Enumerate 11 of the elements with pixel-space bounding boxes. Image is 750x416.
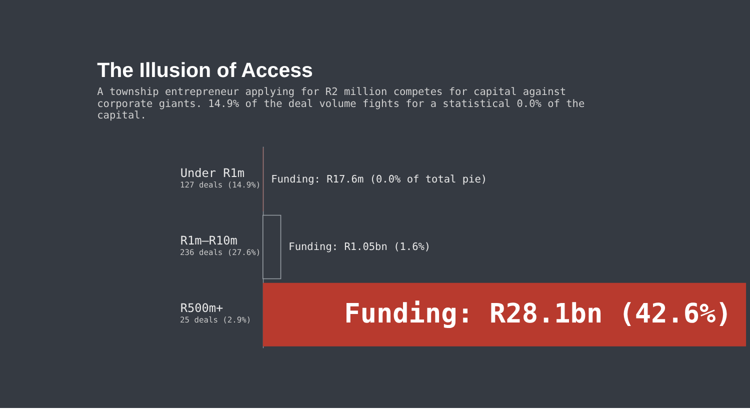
y-tick-label: R500m+ xyxy=(180,301,224,316)
y-tick-label: Under R1m xyxy=(180,166,244,180)
chart-subtitle: A township entrepreneur applying for R2 million competes for capital against corporate giants. 14.9% of the deal volume fights for a statistical 0.0% of the capital. xyxy=(97,86,585,122)
text: 236 deals (27.6%) xyxy=(180,248,261,257)
text: 127 deals (14.9%) xyxy=(180,180,261,190)
text: 25 deals (2.9%) xyxy=(180,315,252,324)
chart-title: The Illusion of Access xyxy=(97,58,313,82)
annotation: Funding: R17.6m (0.0% of total pie) xyxy=(271,174,488,186)
annotation: Funding: R1.05bn (1.6%) xyxy=(288,241,431,254)
y-tick-label: R1m–R10m xyxy=(180,234,238,248)
annotation: Funding: R28.1bn (42.6%) xyxy=(344,298,732,330)
